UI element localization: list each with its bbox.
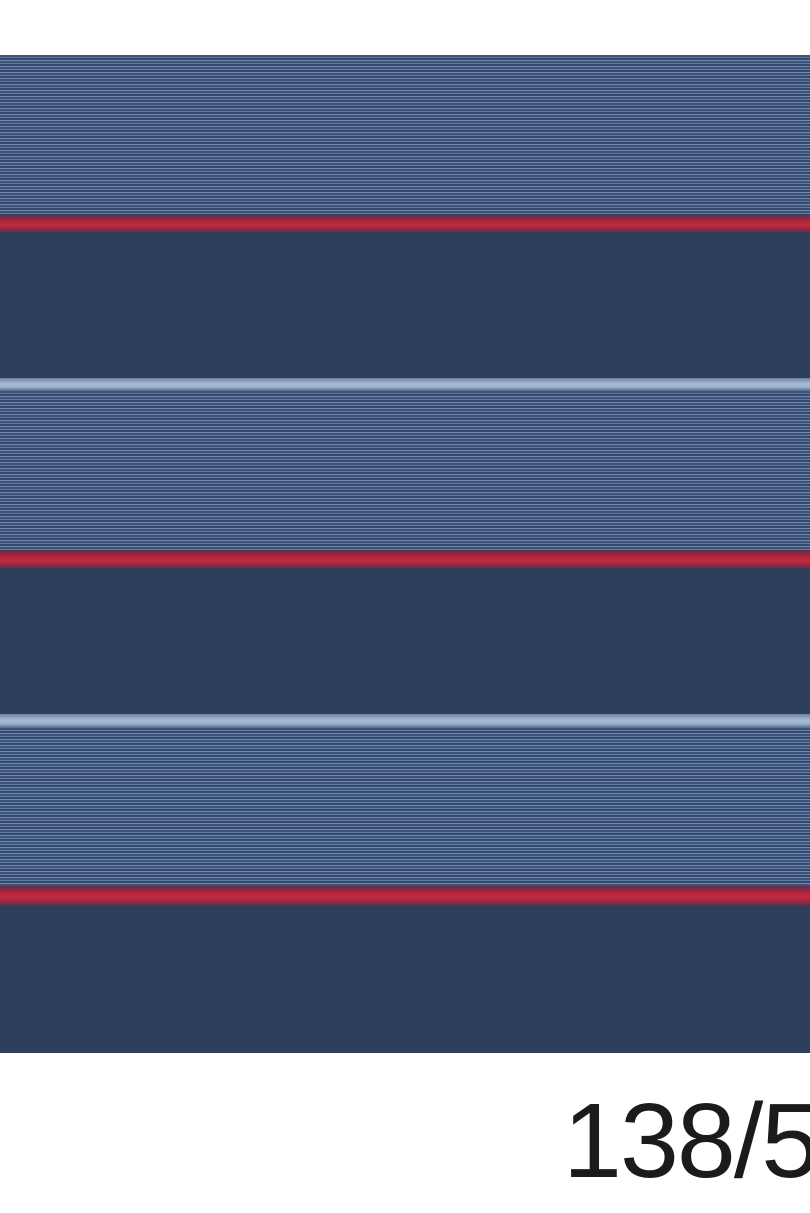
navy-band — [0, 905, 810, 1053]
red-stripe — [0, 215, 810, 232]
red-stripe — [0, 886, 810, 905]
red-stripe — [0, 550, 810, 568]
navy-band — [0, 568, 810, 714]
pinstripe-band — [0, 728, 810, 886]
pinstripe-band — [0, 55, 810, 215]
pinstripe-band — [0, 391, 810, 550]
light-stripe — [0, 714, 810, 728]
article-number: 138/5 — [563, 1082, 810, 1200]
light-stripe — [0, 378, 810, 391]
navy-band — [0, 232, 810, 378]
